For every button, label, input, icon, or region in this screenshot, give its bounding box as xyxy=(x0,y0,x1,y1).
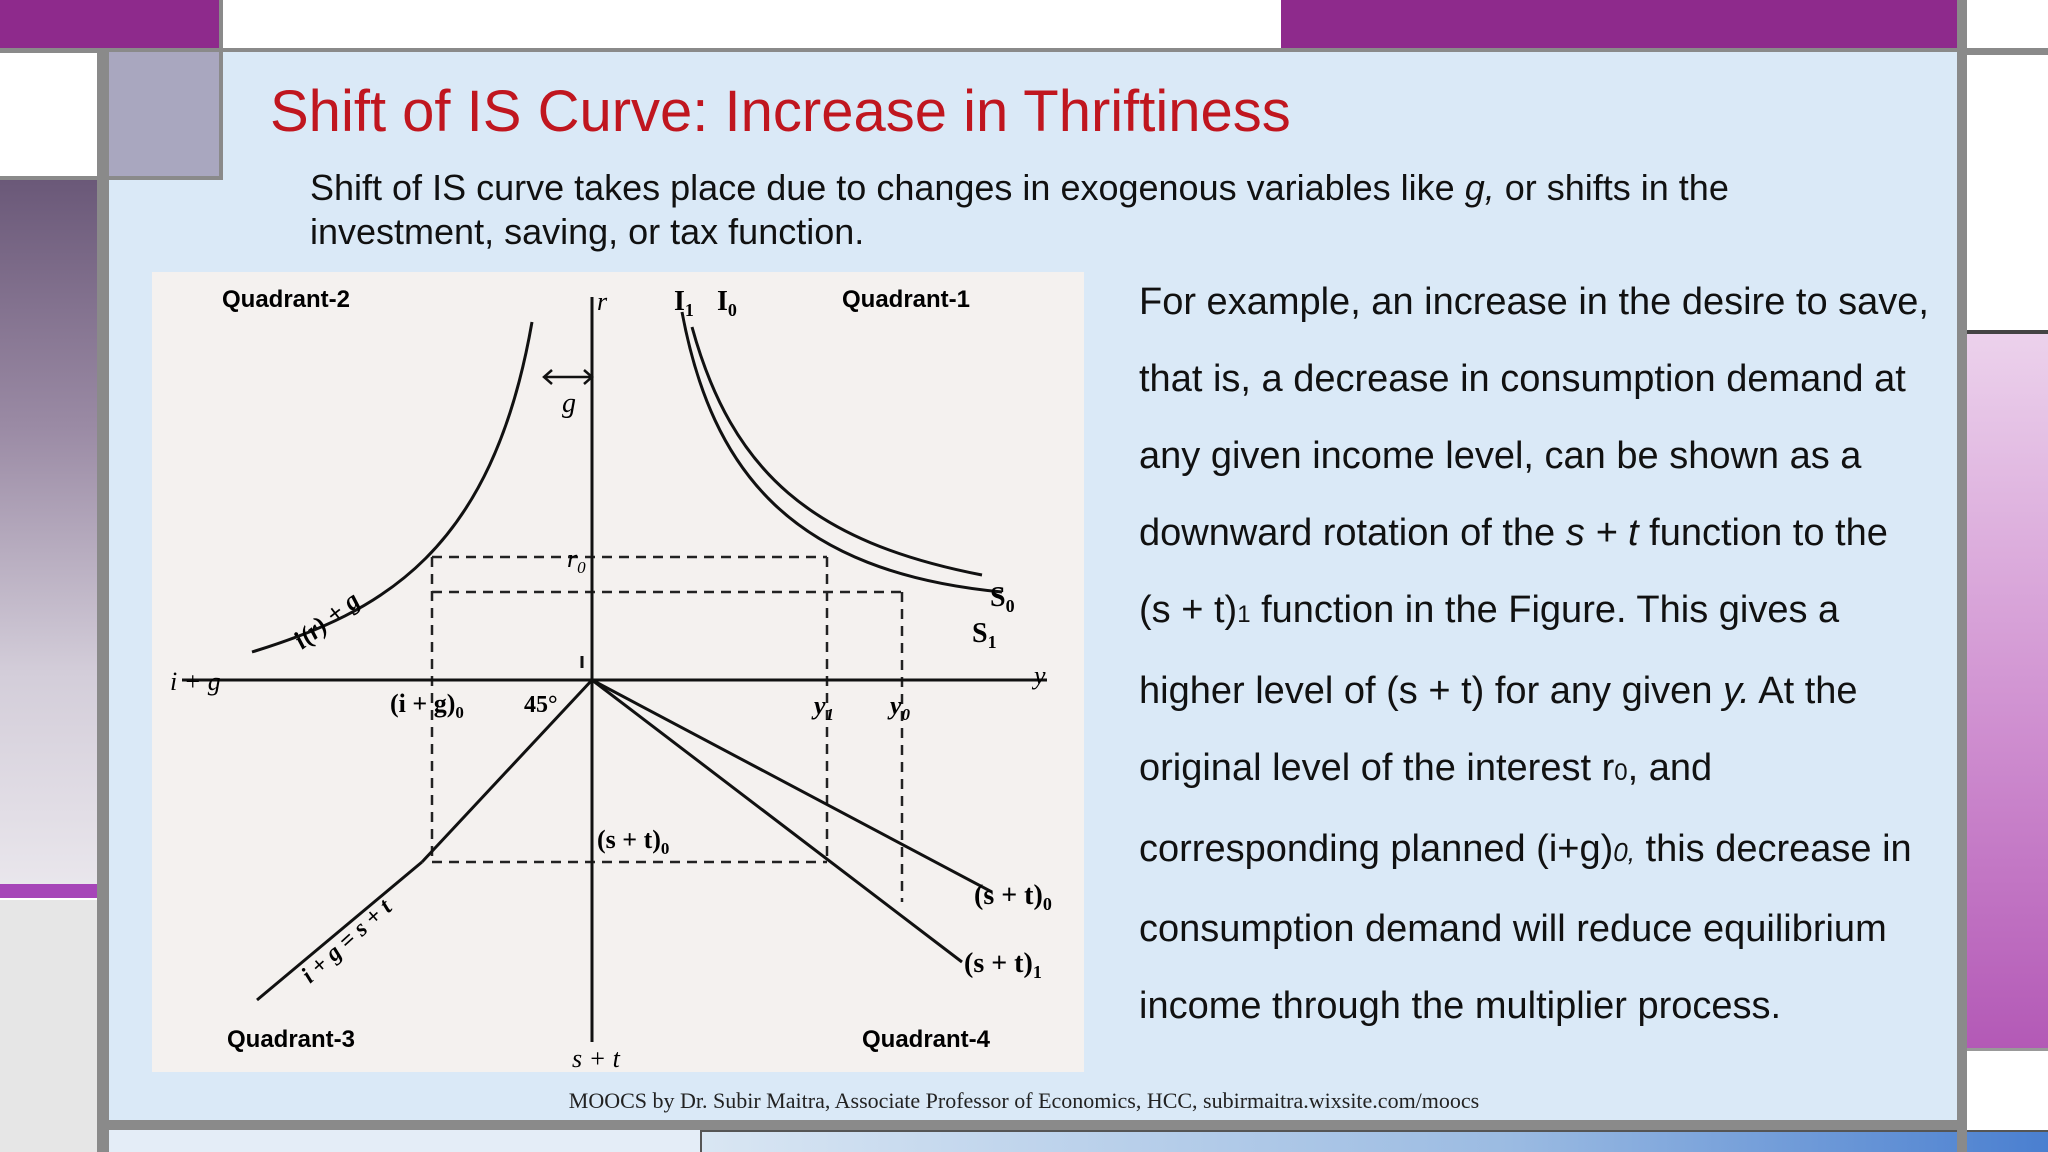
label-st0-inner: (s + t)0 xyxy=(597,825,669,858)
quadrant-2-label: Quadrant-2 xyxy=(222,286,350,313)
i1-curve xyxy=(680,311,1003,594)
decor-left-vertical-bar xyxy=(97,52,109,1152)
label-st0: (s + t)0 xyxy=(974,880,1052,914)
investment-plus-g-curve xyxy=(251,321,534,654)
axis-label-y: y xyxy=(1031,661,1046,690)
decor-right-panel-line xyxy=(1967,330,2048,334)
decor-square-line-h xyxy=(0,176,223,180)
para-part: For example, an increase in the desire t… xyxy=(1139,281,1929,554)
para-part: function in the Figure. This gives a hig… xyxy=(1139,589,1840,712)
para-part: function to the (s + t) xyxy=(1139,512,1888,631)
g-double-arrow xyxy=(542,369,594,385)
decor-right-vertical-bar xyxy=(1957,0,1967,1152)
intro-text: Shift of IS curve takes place due to cha… xyxy=(310,166,1870,254)
st1-line xyxy=(591,678,963,964)
i0-curve xyxy=(690,326,983,577)
explanation-paragraph: For example, an increase in the desire t… xyxy=(1139,264,1929,1045)
slide-title: Shift of IS Curve: Increase in Thriftine… xyxy=(270,79,1291,144)
decor-left-accent-line xyxy=(0,884,104,898)
diagram-background xyxy=(152,272,1084,1072)
label-S0: S0 xyxy=(990,582,1015,616)
label-I0: I0 xyxy=(717,286,737,320)
decor-bar-top-left xyxy=(0,0,222,52)
para-part: At the original level of the interest r xyxy=(1139,670,1858,789)
dashed-guides xyxy=(430,555,904,902)
decor-bar-top-right xyxy=(1281,0,1961,52)
label-y1: y1 xyxy=(811,691,834,724)
label-ig0: (i + g)0 xyxy=(390,689,464,722)
decor-left-panel xyxy=(0,178,97,884)
quadrant-3-label: Quadrant-3 xyxy=(227,1026,355,1053)
identity-45-line-lower xyxy=(256,860,423,1002)
quadrant-4-label: Quadrant-4 xyxy=(862,1026,991,1053)
intro-text-part-2: or shifts in the investment, saving, or … xyxy=(310,167,1729,252)
curves xyxy=(251,311,1003,1002)
decor-left-bottom-panel xyxy=(0,900,97,1152)
identity-45-line-upper xyxy=(420,678,594,864)
label-I1: I1 xyxy=(674,286,694,320)
quadrant-1-label: Quadrant-1 xyxy=(842,286,970,313)
decor-top-line xyxy=(0,48,2048,53)
label-g: g xyxy=(562,388,576,419)
para-italic-subscript: 0, xyxy=(1613,837,1635,867)
para-subscript: 0 xyxy=(1614,759,1628,786)
is-curve-four-quadrant-diagram: Quadrant-2 Quadrant-1 Quadrant-3 Quadran… xyxy=(152,272,1084,1072)
axes xyxy=(182,297,1047,1042)
decor-bottom-left xyxy=(109,1130,700,1152)
st0-line xyxy=(591,678,993,894)
decor-bottom-strip xyxy=(700,1130,2048,1152)
decor-bottom-line xyxy=(109,1120,1959,1130)
intro-text-g: g, xyxy=(1464,167,1495,208)
axis-label-i-plus-g: i + g xyxy=(170,667,221,696)
para-italic-st: s + t xyxy=(1565,512,1639,554)
label-45-degree: 45° xyxy=(524,692,558,718)
footer-credit: MOOCS by Dr. Subir Maitra, Associate Pro… xyxy=(568,1088,1480,1113)
decor-right-bottom-line xyxy=(1967,1048,2048,1051)
intro-text-part-1: Shift of IS curve takes place due to cha… xyxy=(310,167,1465,208)
decor-right-panel xyxy=(1967,332,2048,1048)
decor-grey-square xyxy=(109,52,221,178)
para-subscript: 1 xyxy=(1237,601,1251,628)
axis-label-r: r xyxy=(597,287,608,316)
para-part: , and corresponding planned (i+g) xyxy=(1139,747,1713,870)
para-italic-y: y. xyxy=(1723,670,1750,712)
label-st1: (s + t)1 xyxy=(964,948,1042,982)
label-S1: S1 xyxy=(972,618,997,652)
para-part: this decrease in consumption demand will… xyxy=(1139,828,1912,1027)
axis-label-s-plus-t: s + t xyxy=(572,1044,621,1072)
label-r0: r0 xyxy=(567,544,586,577)
label-y0: y0 xyxy=(887,691,911,724)
decor-square-line-v xyxy=(219,0,223,180)
